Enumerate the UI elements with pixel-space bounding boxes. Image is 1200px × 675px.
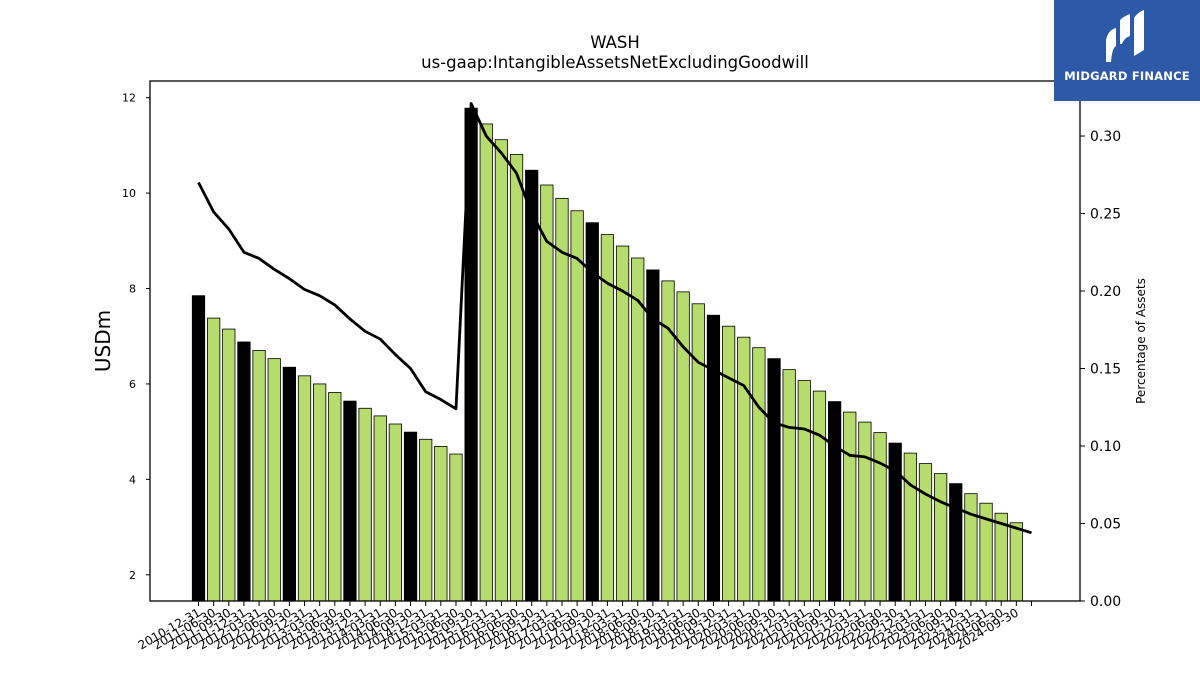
- bar-2012-09-30: [297, 375, 312, 602]
- plot-frame: [149, 80, 1081, 602]
- bar-2023-09-30: [964, 493, 978, 602]
- bar-2012-06-30: [282, 366, 296, 602]
- bar-2020-06-30: [767, 358, 781, 602]
- bar-2014-09-30: [419, 438, 433, 602]
- bar-2020-12-31: [797, 380, 811, 602]
- bar-2023-06-30: [949, 483, 963, 602]
- y2-tick-label: 0.15: [1090, 362, 1121, 378]
- bar-2018-12-31: [676, 291, 690, 602]
- bar-2019-12-31: [737, 336, 751, 602]
- bar-2022-09-30: [903, 452, 917, 602]
- bar-2011-09-30: [237, 341, 251, 602]
- chart-title: WASH: [590, 33, 640, 52]
- bar-2013-06-30: [343, 400, 357, 602]
- bar-2012-03-31: [267, 358, 281, 602]
- bar-2023-03-31: [934, 473, 948, 602]
- y2-tick-label: 0.30: [1090, 129, 1121, 145]
- x-axis: 2010-12-312011-06-302011-09-302011-12-31…: [136, 601, 1032, 652]
- bar-2015-12-31: [494, 139, 509, 602]
- percentage-of-assets-line: [197, 102, 1032, 535]
- y-tick-label: 4: [129, 473, 136, 486]
- bar-2014-06-30: [403, 431, 418, 602]
- bar-2011-03-31: [207, 317, 221, 602]
- y2-axis-label: Percentage of Assets: [1134, 278, 1148, 404]
- bar-2011-12-31: [252, 350, 266, 602]
- bar-2011-06-30: [222, 328, 236, 602]
- midgard-finance-logo: MIDGARD FINANCE: [1054, 0, 1200, 101]
- y2-tick-label: 0.00: [1090, 594, 1121, 610]
- bar-2017-12-31: [615, 245, 630, 602]
- bar-2017-03-31: [570, 210, 584, 602]
- midgard-logo-icon: [1106, 10, 1144, 62]
- bar-2021-12-31: [858, 421, 872, 602]
- y-tick-label: 10: [122, 187, 136, 200]
- bar-2024-06-30: [1009, 522, 1023, 602]
- y2-tick-label: 0.10: [1090, 439, 1121, 455]
- bar-2013-12-31: [373, 415, 387, 602]
- bar-2014-12-31: [434, 446, 448, 602]
- y-tick-label: 2: [129, 569, 136, 582]
- bar-2016-06-30: [525, 169, 539, 602]
- bar-2013-03-31: [328, 392, 342, 602]
- y-tick-label: 6: [129, 378, 136, 391]
- bar-2015-03-31: [449, 453, 463, 602]
- right-y-axis: 0.00 0.05 0.10 0.15 0.20 0.25 0.30: [1080, 129, 1121, 610]
- bar-2020-03-31: [752, 347, 766, 602]
- bar-2020-09-30: [782, 369, 796, 602]
- y2-tick-label: 0.05: [1090, 517, 1121, 533]
- bar-2013-09-30: [358, 407, 372, 602]
- bar-2021-09-30: [843, 411, 857, 602]
- bar-2022-03-31: [873, 432, 887, 602]
- y2-tick-label: 0.20: [1090, 284, 1121, 300]
- bar-2022-06-30: [888, 442, 902, 602]
- chart-subtitle: us-gaap:IntangibleAssetsNetExcludingGood…: [421, 53, 809, 72]
- bar-2016-09-30: [540, 184, 554, 602]
- bar-2017-06-30: [585, 222, 599, 602]
- left-y-axis: 2 4 6 8 10 12: [122, 92, 150, 582]
- bar-2019-09-30: [721, 325, 736, 602]
- bar-2021-06-30: [828, 401, 842, 602]
- line-series: [197, 102, 1032, 535]
- bar-series: [191, 107, 1023, 602]
- y-tick-label: 12: [122, 92, 136, 105]
- bar-2024-03-31: [994, 512, 1008, 602]
- bar-2021-03-31: [812, 390, 827, 602]
- y-tick-label: 8: [129, 283, 136, 296]
- bar-2016-03-31: [509, 154, 524, 602]
- bar-2012-12-31: [313, 383, 327, 602]
- bar-2015-09-30: [479, 123, 493, 602]
- bar-2014-03-31: [388, 423, 402, 602]
- bar-2010-12-31: [191, 295, 206, 602]
- bar-2022-12-31: [918, 463, 933, 602]
- bar-2019-06-30: [706, 314, 721, 602]
- logo-text: MIDGARD FINANCE: [1064, 69, 1190, 83]
- bar-2019-03-31: [691, 303, 705, 602]
- bar-2018-03-31: [631, 257, 645, 602]
- bar-2016-12-31: [555, 197, 569, 602]
- y-axis-label: USDm: [91, 310, 115, 372]
- bar-2017-09-30: [600, 234, 615, 602]
- y2-tick-label: 0.25: [1090, 207, 1121, 223]
